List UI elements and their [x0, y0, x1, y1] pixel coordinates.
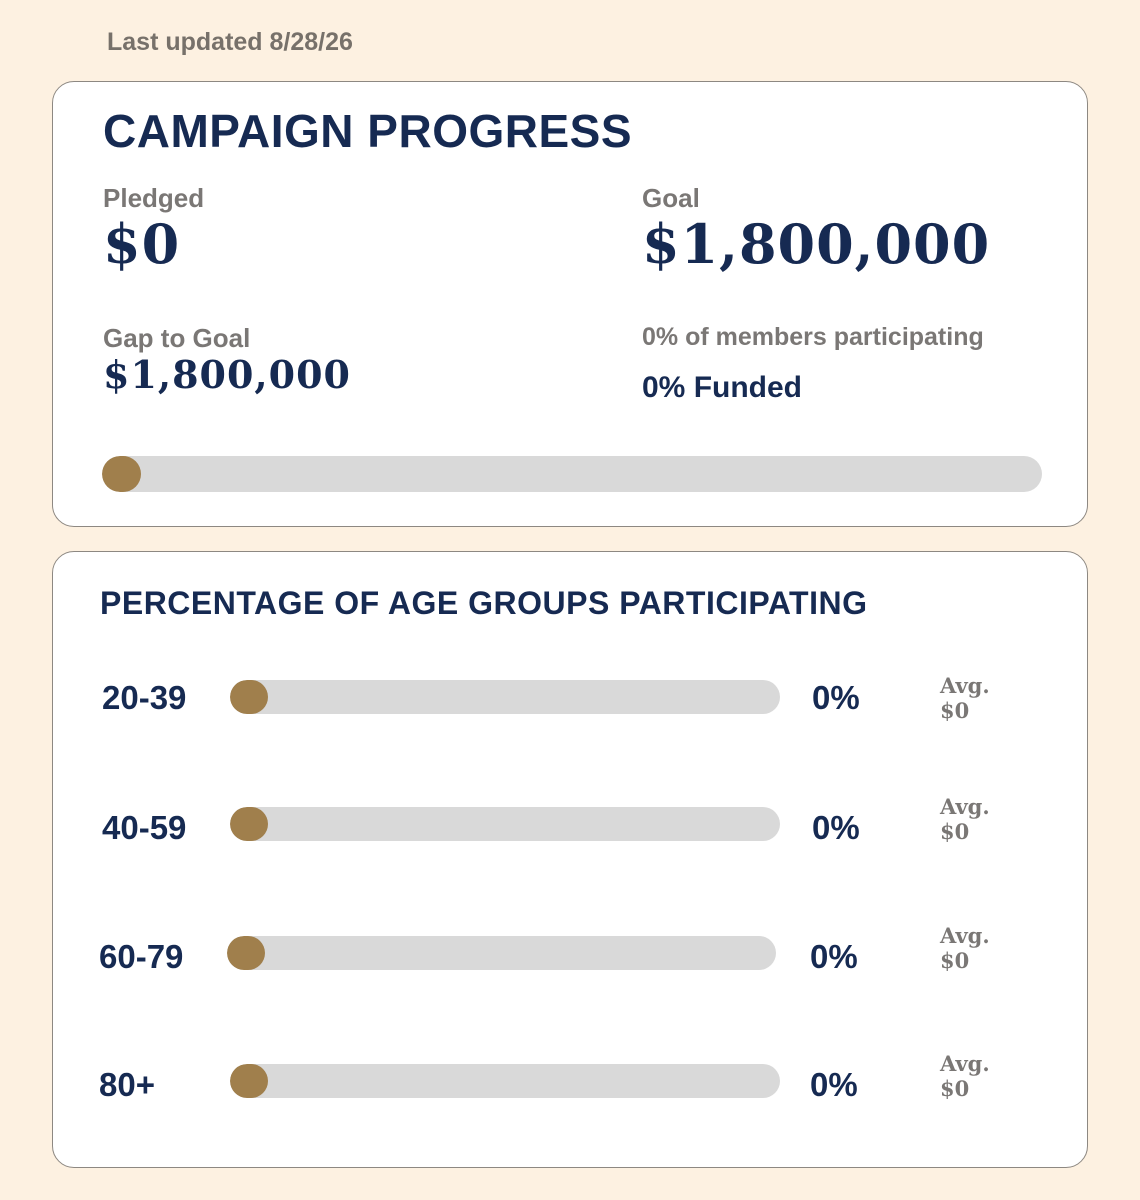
goal-label: Goal: [642, 183, 700, 213]
age-groups-card: PERCENTAGE OF AGE GROUPS PARTICIPATING 2…: [52, 551, 1088, 1168]
age-progress-bar: [227, 936, 776, 970]
members-participating-text: 0% of members participating: [642, 323, 984, 351]
age-group-row-20-39: 20-39 0% Avg. $0: [53, 652, 1089, 742]
age-average-value: $0: [940, 1076, 970, 1101]
gap-to-goal-value: $1,800,000: [103, 352, 351, 397]
age-groups-title: PERCENTAGE OF AGE GROUPS PARTICIPATING: [100, 585, 868, 621]
age-progress-fill: [230, 680, 268, 714]
age-range-label: 40-59: [102, 809, 187, 846]
goal-value: $1,800,000: [642, 212, 991, 276]
pledged-label: Pledged: [103, 183, 205, 213]
age-average-label: Avg.: [940, 794, 990, 819]
campaign-progress-card: CAMPAIGN PROGRESS Pledged $0 Goal $1,800…: [52, 81, 1088, 527]
age-average-value: $0: [940, 948, 970, 973]
age-average-label: Avg.: [940, 923, 990, 948]
age-progress-bar: [230, 680, 780, 714]
age-average-value: $0: [940, 819, 970, 844]
age-average-block: Avg. $0: [940, 923, 990, 973]
age-group-row-80-plus: 80+ 0% Avg. $0: [53, 1036, 1089, 1126]
age-progress-fill: [230, 807, 268, 841]
age-percent-label: 0%: [810, 1066, 858, 1103]
age-average-label: Avg.: [940, 673, 990, 698]
pledged-value: $0: [103, 212, 181, 276]
age-percent-label: 0%: [812, 679, 860, 716]
age-progress-fill: [230, 1064, 268, 1098]
age-range-label: 60-79: [99, 938, 184, 975]
age-progress-bar: [230, 807, 780, 841]
age-progress-fill: [227, 936, 265, 970]
age-average-label: Avg.: [940, 1051, 990, 1076]
age-percent-label: 0%: [810, 938, 858, 975]
gap-to-goal-label: Gap to Goal: [103, 323, 251, 353]
age-range-label: 20-39: [102, 679, 187, 716]
last-updated-text: Last updated 8/28/26: [107, 28, 353, 56]
age-average-value: $0: [940, 698, 970, 723]
campaign-progress-fill: [102, 456, 141, 492]
age-group-row-60-79: 60-79 0% Avg. $0: [53, 908, 1089, 998]
funded-text: 0% Funded: [642, 371, 803, 404]
age-range-label: 80+: [99, 1066, 155, 1103]
campaign-progress-bar: [102, 456, 1042, 492]
age-average-block: Avg. $0: [940, 673, 990, 723]
age-progress-bar: [230, 1064, 780, 1098]
age-average-block: Avg. $0: [940, 794, 990, 844]
campaign-progress-title: CAMPAIGN PROGRESS: [103, 105, 633, 157]
age-group-row-40-59: 40-59 0% Avg. $0: [53, 780, 1089, 870]
age-percent-label: 0%: [812, 809, 860, 846]
age-average-block: Avg. $0: [940, 1051, 990, 1101]
